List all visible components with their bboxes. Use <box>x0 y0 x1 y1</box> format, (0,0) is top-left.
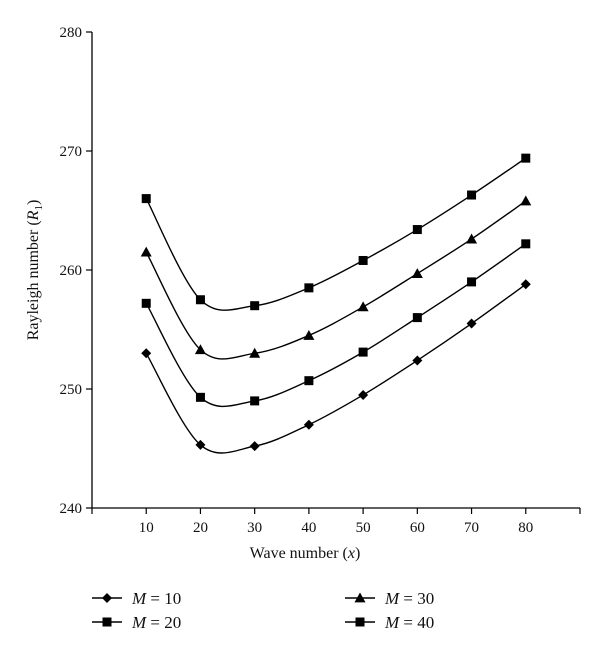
data-point <box>521 153 531 163</box>
data-point <box>467 277 477 287</box>
data-point <box>195 439 206 450</box>
data-point <box>141 348 152 359</box>
y-axis-ticks: 240 250 260 270 280 <box>60 25 92 517</box>
data-point <box>304 283 314 293</box>
data-point <box>249 441 260 452</box>
y-tick-label: 260 <box>60 263 83 279</box>
data-point <box>304 376 314 386</box>
series-line-1 <box>145 283 527 454</box>
series-markers <box>140 153 532 452</box>
data-point <box>249 347 261 358</box>
x-tick-label: 30 <box>247 520 262 536</box>
legend-label: M = 20 <box>131 613 181 632</box>
data-point <box>466 318 477 329</box>
legend-item: M = 40 <box>345 613 434 632</box>
data-point <box>466 233 478 244</box>
data-point <box>521 239 531 249</box>
data-point <box>358 389 369 400</box>
x-tick-label: 10 <box>139 520 154 536</box>
y-tick-label: 250 <box>60 382 83 398</box>
data-point <box>141 194 151 204</box>
axes <box>91 32 580 509</box>
x-tick-label: 70 <box>464 520 479 536</box>
data-point <box>412 313 422 323</box>
series-line-4 <box>145 157 527 311</box>
legend-marker <box>102 617 112 627</box>
y-tick-label: 240 <box>60 501 83 517</box>
data-point <box>411 268 423 278</box>
data-point <box>303 419 314 430</box>
data-point <box>520 279 531 290</box>
series-lines <box>145 157 527 454</box>
x-tick-label: 50 <box>356 520 371 536</box>
y-axis-title: Rayleigh number (R1) <box>25 200 45 341</box>
x-tick-label: 80 <box>518 520 533 536</box>
data-point <box>140 246 152 257</box>
legend-marker <box>354 592 366 603</box>
legend-marker <box>355 617 365 627</box>
data-point <box>358 255 368 265</box>
y-tick-label: 270 <box>60 144 83 160</box>
data-point <box>195 295 205 305</box>
legend-label: M = 40 <box>384 613 434 632</box>
x-axis-ticks: 10 20 30 40 50 60 70 80 <box>91 508 581 536</box>
legend-item: M = 20 <box>92 613 181 632</box>
data-point <box>195 392 205 402</box>
data-point <box>357 301 369 312</box>
x-tick-label: 60 <box>410 520 425 536</box>
y-tick-label: 280 <box>60 25 83 41</box>
legend-item: M = 10 <box>92 589 181 608</box>
data-point <box>141 298 151 308</box>
legend-label: M = 10 <box>131 589 181 608</box>
x-tick-label: 40 <box>301 520 316 536</box>
data-point <box>194 344 206 355</box>
legend-label: M = 30 <box>384 589 434 608</box>
x-tick-label: 20 <box>193 520 208 536</box>
data-point <box>250 301 260 311</box>
legend: M = 10 M = 20 M = 30 M = 40 <box>92 589 434 632</box>
data-point <box>467 190 477 200</box>
data-point <box>520 195 532 206</box>
data-point <box>303 329 315 340</box>
data-point <box>358 347 368 357</box>
data-point <box>412 225 422 235</box>
data-point <box>412 355 423 366</box>
x-axis-title: Wave number (x) <box>250 545 361 562</box>
legend-item: M = 30 <box>345 589 434 608</box>
legend-marker <box>102 593 112 603</box>
data-point <box>250 396 260 406</box>
